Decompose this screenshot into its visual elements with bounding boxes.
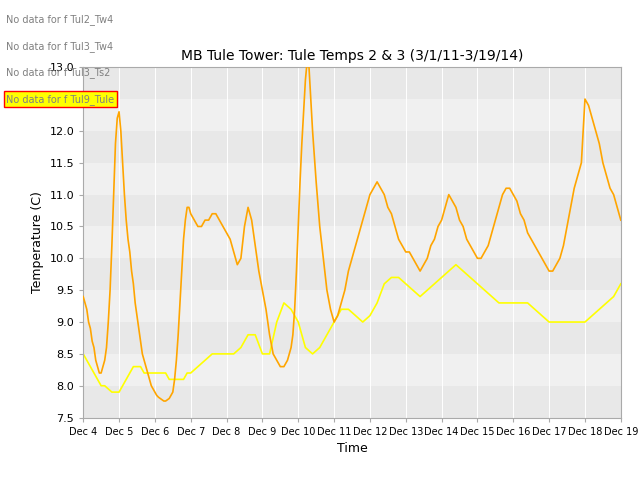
Title: MB Tule Tower: Tule Temps 2 & 3 (3/1/11-3/19/14): MB Tule Tower: Tule Temps 2 & 3 (3/1/11-… — [181, 49, 523, 63]
Tul2_Ts-2 — [198, 224, 205, 229]
Tul2_Ts-2 — [303, 58, 311, 64]
Tul2_Ts-8 — [452, 262, 460, 267]
Line: Tul2_Ts-8: Tul2_Ts-8 — [83, 264, 621, 392]
Bar — [83, 194, 621, 227]
Tul2_Ts-8 — [531, 306, 539, 312]
Tul2_Ts-2 — [183, 204, 191, 210]
Text: No data for f Tul3_Tw4: No data for f Tul3_Tw4 — [6, 41, 113, 52]
X-axis label: Time: Time — [337, 442, 367, 455]
Tul2_Ts-8 — [79, 351, 87, 357]
Bar — [83, 131, 621, 163]
Tul2_Ts-8 — [617, 281, 625, 287]
Tul2_Ts-8 — [122, 376, 130, 382]
Text: No data for f Tul9_Tule: No data for f Tul9_Tule — [6, 94, 115, 105]
Tul2_Ts-2 — [79, 294, 87, 300]
Bar — [83, 386, 621, 418]
Tul2_Ts-8 — [610, 294, 618, 300]
Tul2_Ts-2 — [617, 217, 625, 223]
Text: No data for f Tul2_Tw4: No data for f Tul2_Tw4 — [6, 14, 114, 25]
Tul2_Ts-2 — [113, 115, 121, 121]
Bar — [83, 258, 621, 290]
Bar — [83, 322, 621, 354]
Bar — [83, 354, 621, 386]
Tul2_Ts-2 — [81, 300, 89, 306]
Line: Tul2_Ts-2: Tul2_Ts-2 — [83, 61, 621, 401]
Tul2_Ts-8 — [108, 389, 116, 395]
Bar — [83, 227, 621, 258]
Tul2_Ts-8 — [158, 370, 166, 376]
Tul2_Ts-2 — [160, 398, 168, 404]
Bar — [83, 290, 621, 322]
Bar — [83, 163, 621, 194]
Y-axis label: Temperature (C): Temperature (C) — [31, 192, 44, 293]
Tul2_Ts-8 — [165, 376, 173, 382]
Tul2_Ts-2 — [603, 173, 611, 179]
Tul2_Ts-2 — [219, 224, 227, 229]
Text: No data for f Tul3_Ts2: No data for f Tul3_Ts2 — [6, 67, 111, 78]
Bar — [83, 99, 621, 131]
Tul2_Ts-8 — [352, 313, 360, 319]
Bar — [83, 67, 621, 99]
